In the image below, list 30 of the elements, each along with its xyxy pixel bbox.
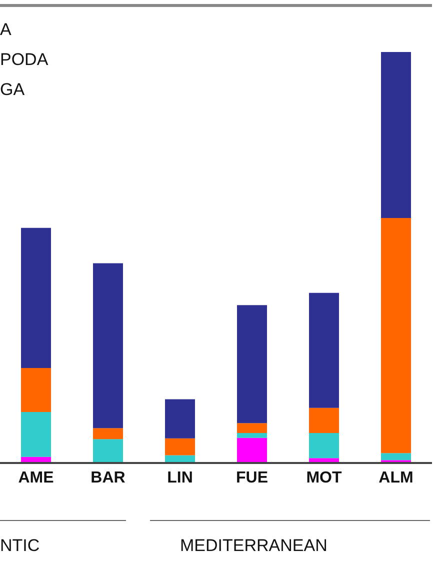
bar	[237, 305, 267, 424]
bar	[381, 52, 411, 218]
text: NTIC	[0, 536, 40, 556]
x-tick-label: MOT	[306, 469, 342, 486]
bar	[165, 438, 195, 456]
x-tick-label: AME	[18, 469, 54, 486]
bar	[309, 408, 339, 433]
bar	[309, 292, 339, 408]
bar	[165, 455, 195, 463]
annotation: GA	[0, 80, 25, 100]
bar	[237, 438, 267, 463]
bar	[21, 228, 51, 368]
bar	[21, 412, 51, 457]
bar	[237, 432, 267, 438]
bar	[93, 263, 123, 428]
bar	[93, 439, 123, 463]
x-tick-label: BAR	[90, 469, 126, 486]
bar	[381, 218, 411, 454]
bar	[165, 399, 195, 438]
bar	[93, 428, 123, 440]
bar	[309, 432, 339, 458]
bar	[21, 368, 51, 412]
x-tick-label: FUE	[236, 469, 268, 486]
annotation: PODA	[0, 50, 48, 70]
x-tick-label: ALM	[378, 469, 414, 486]
text: MEDITERRANEAN	[180, 536, 328, 556]
text: A	[0, 20, 12, 40]
x-tick-label: LIN	[167, 469, 193, 486]
bar	[381, 453, 411, 460]
bar	[237, 423, 267, 433]
